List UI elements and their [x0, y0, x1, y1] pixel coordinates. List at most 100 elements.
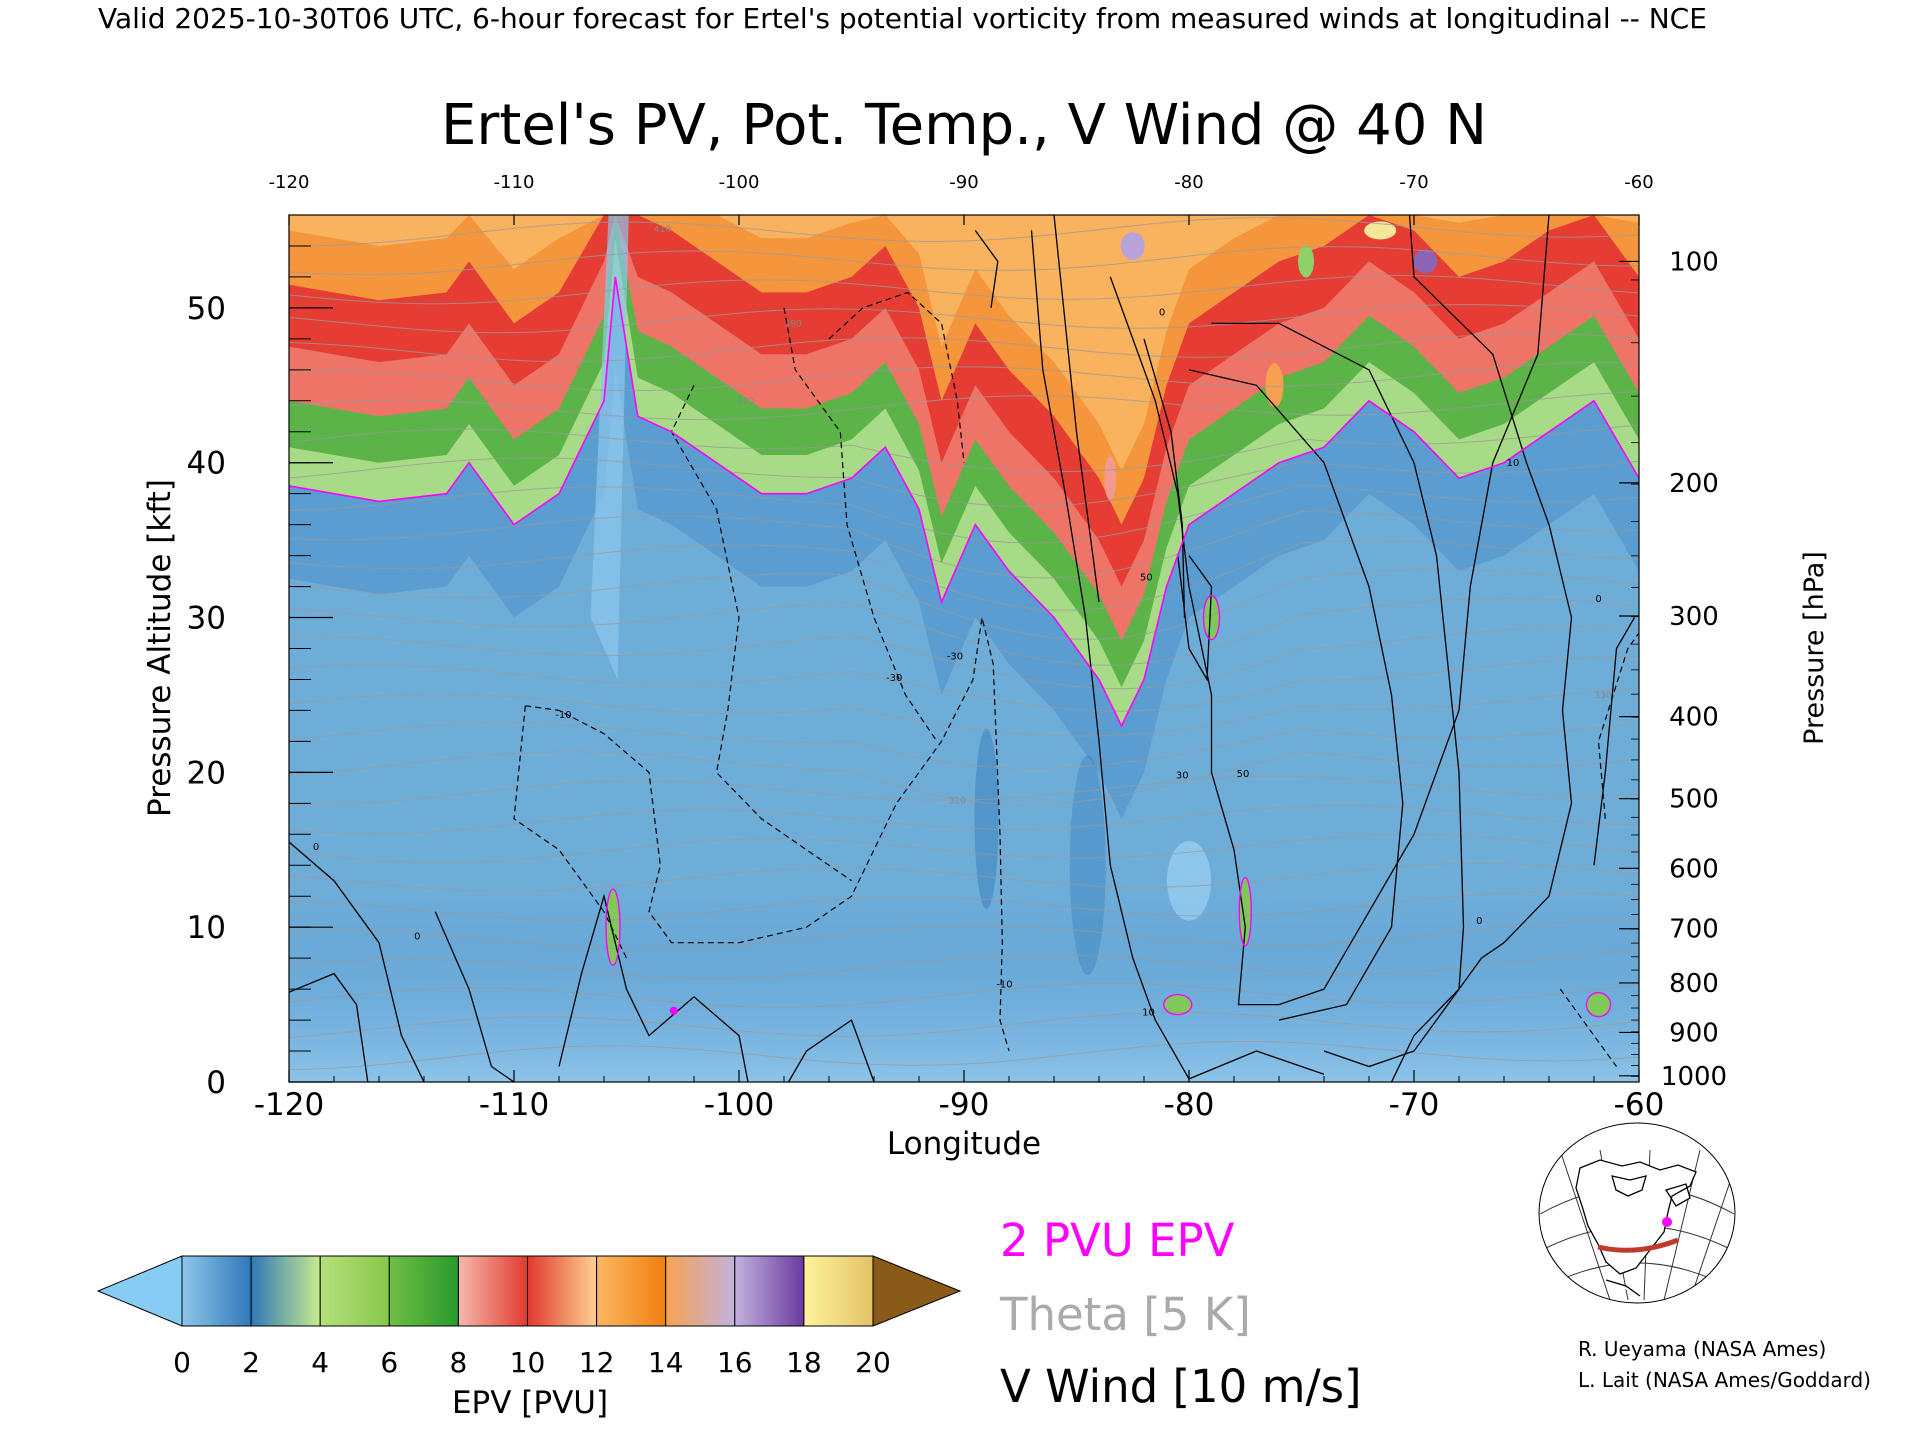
theta-contour: [289, 597, 1639, 666]
x-top-tick-label: -100: [719, 172, 760, 193]
pv-band-12: [289, 215, 1639, 471]
vwind-contour-solid: [787, 1019, 875, 1082]
colorbar-segment: [388, 1255, 459, 1327]
pv-blob-lower-77w: [1239, 877, 1252, 946]
theta-contour: [289, 391, 1639, 421]
pressure-tick-label: 1000: [1661, 1062, 1727, 1092]
vwind-contour-solid: [434, 911, 515, 1082]
theta-contour: [289, 361, 1639, 392]
inset-map-caption: Locator map of North America with the 40…: [1621, 1308, 1653, 1311]
credit-line-1: R. Ueyama (NASA Ames): [1578, 1337, 1826, 1361]
theta-contour: [289, 217, 1639, 247]
vwind-contour-solid: [1211, 322, 1465, 1068]
vwind-contour-solid: [1390, 462, 1573, 1082]
pressure-tick-label: 500: [1669, 785, 1719, 815]
colorbar-tick-label: 20: [855, 1346, 891, 1379]
pv2-contour-blob: [1202, 594, 1221, 641]
vwind-contour-solid: [1143, 338, 1186, 618]
pv2-contour-blob: [605, 888, 621, 966]
theta-contour: [289, 1040, 1639, 1071]
vwind-contour-dashed: [525, 617, 1010, 1052]
pv2-dot: [669, 1006, 678, 1015]
colorbar-tick-label: 6: [380, 1346, 398, 1379]
x-tick-label: -90: [939, 1087, 990, 1123]
vwind-contour-solid: [1109, 215, 1550, 1006]
theta-contour: [289, 303, 1639, 334]
pressure-tick-label: 400: [1669, 703, 1719, 733]
colorbar-segment: [596, 1255, 667, 1327]
colorbar: 0 2 4 6 8 10 12 14 16 18 20: [96, 1255, 962, 1379]
vwind-contour-label: 0: [414, 932, 420, 943]
vwind-contour-solid: [289, 972, 369, 1082]
vwind-contour-label: 50: [1140, 572, 1153, 583]
theta-contour: [289, 722, 1639, 769]
colorbar-segment: [803, 1255, 874, 1327]
x-top-tick-label: -110: [494, 172, 535, 193]
colorbar-over-arrow: [872, 1255, 962, 1327]
colorbar-segment: [181, 1255, 252, 1327]
theta-label: 330: [1594, 691, 1611, 701]
colorbar-tick-label: 10: [510, 1346, 546, 1379]
vwind-contour-label: -10: [996, 980, 1012, 991]
colorbar-label: EPV [PVU]: [452, 1385, 608, 1421]
pv2-contour-blob: [1163, 993, 1193, 1016]
theta-contour: [289, 484, 1639, 544]
y-tick-label: 20: [187, 755, 226, 791]
vwind-contour-solid: [1593, 617, 1636, 866]
colorbar-segment: [734, 1255, 805, 1327]
colorbar-segment: [527, 1255, 598, 1327]
legend-pv2: 2 PVU EPV: [1000, 1214, 1235, 1267]
pv-band-8: [289, 215, 1639, 587]
theta-contour: [289, 655, 1639, 712]
colorbar-segment: [319, 1255, 390, 1327]
pv-blob-upper-83w: [1104, 456, 1117, 501]
vwind-contour-label: 10: [1507, 458, 1520, 469]
colorbar-tick-label: 14: [648, 1346, 684, 1379]
pv-blob-near-surface-62w: [1586, 992, 1611, 1017]
theta-label: 390: [784, 319, 801, 329]
x-tick-label: -120: [254, 1087, 324, 1123]
credit-line-2: L. Lait (NASA Ames/Goddard): [1578, 1368, 1871, 1392]
theta-contour: [289, 862, 1639, 893]
vwind-contour-label: -30: [886, 673, 902, 684]
theta-contour: [289, 751, 1639, 806]
y-tick-label: 40: [187, 446, 226, 482]
pv2-contour-blob: [1238, 876, 1252, 947]
theta-label: 310: [949, 796, 966, 806]
x-tick-label: -80: [1164, 1087, 1215, 1123]
x-top-tick-label: -70: [1399, 172, 1428, 193]
theta-contour: [289, 920, 1639, 951]
vwind-contour-label: 30: [1176, 771, 1189, 782]
vwind-contour-label: 10: [1142, 1007, 1155, 1018]
vwind-contour-label: 0: [313, 842, 319, 853]
pv2-contour-blob: [1585, 991, 1612, 1018]
theta-contour: [289, 457, 1639, 508]
y-tick-label: 0: [206, 1065, 226, 1101]
y-tick-label: 30: [187, 601, 226, 637]
colorbar-tick-label: 0: [173, 1346, 191, 1379]
theta-contour: [289, 424, 1639, 473]
vwind-contour-label: 0: [1595, 594, 1601, 605]
vwind-contour-solid: [1408, 215, 1528, 463]
pv-blob-mid-79w: [1203, 595, 1220, 640]
vwind-contour-dashed: [1597, 632, 1639, 819]
colorbar-under-arrow: [96, 1255, 183, 1327]
pv-band-6: [289, 215, 1639, 641]
theta-contour: [289, 804, 1639, 835]
theta-contour: [289, 950, 1639, 979]
theta-contour: [289, 568, 1639, 640]
theta-label: 410: [654, 225, 671, 235]
colorbar-segment: [250, 1255, 321, 1327]
pv-blob-top-71w: [1364, 221, 1397, 240]
vwind-contour-solid: [1030, 230, 1325, 1080]
pressure-tick-label: 900: [1669, 1018, 1719, 1048]
pv-dark-column-89w: [974, 728, 999, 909]
pv-low-region-80w: [1167, 840, 1211, 921]
x-top-tick-label: -90: [949, 172, 978, 193]
theta-contour: [289, 891, 1639, 922]
pressure-tick-label: 200: [1669, 469, 1719, 499]
valid-time-header: Valid 2025-10-30T06 UTC, 6-hour forecast…: [98, 2, 1707, 35]
pv-blob-top-75w: [1298, 245, 1314, 278]
x-top-tick-label: -60: [1624, 172, 1653, 193]
